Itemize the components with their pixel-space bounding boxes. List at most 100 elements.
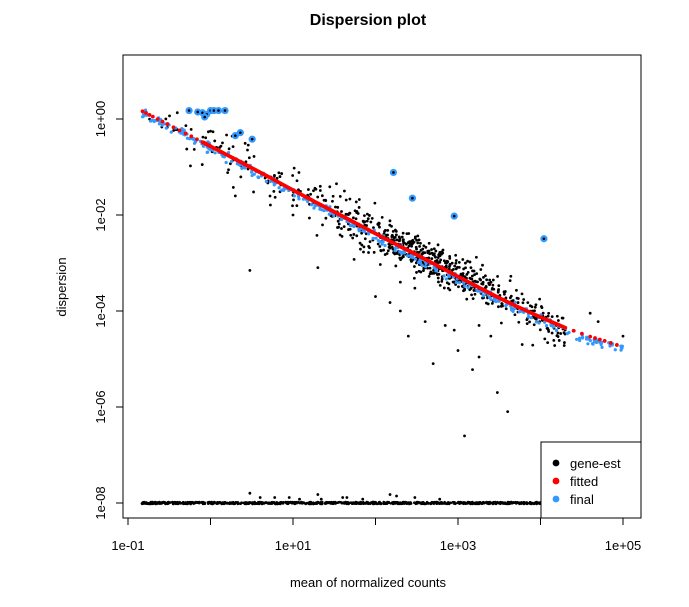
final-point xyxy=(157,122,162,126)
gene-est-point xyxy=(285,501,289,504)
gene-est-point xyxy=(459,501,463,505)
gene-est-point xyxy=(509,274,513,278)
gene-est-point xyxy=(398,280,402,284)
final-point xyxy=(442,274,446,278)
final-point xyxy=(268,179,273,184)
final-point xyxy=(444,277,448,281)
final-point xyxy=(306,200,310,204)
fitted-point xyxy=(144,111,148,115)
gene-est-point xyxy=(395,238,399,242)
gene-est-point xyxy=(367,251,370,254)
gene-est-point xyxy=(385,233,389,237)
final-point xyxy=(537,321,541,325)
gene-est-point xyxy=(394,230,398,233)
final-outlier-center xyxy=(411,196,414,200)
gene-est-point xyxy=(408,502,412,505)
gene-est-point xyxy=(546,341,550,345)
final-point xyxy=(192,141,197,145)
gene-est-point xyxy=(416,241,420,245)
gene-est-point xyxy=(337,225,340,229)
gene-est-point xyxy=(166,501,170,505)
gene-est-point xyxy=(413,286,417,290)
gene-est-point xyxy=(506,410,510,414)
gene-est-point xyxy=(287,496,291,499)
gene-est-point xyxy=(378,225,381,229)
gene-est-point xyxy=(390,234,394,237)
gene-est-point xyxy=(430,257,434,261)
gene-est-point xyxy=(496,500,499,504)
final-point xyxy=(322,208,326,213)
gene-est-point xyxy=(471,297,475,301)
gene-est-point xyxy=(436,243,440,247)
final-point xyxy=(512,307,516,311)
final-outlier-center xyxy=(212,109,216,112)
gene-est-point xyxy=(432,247,436,251)
gene-est-point xyxy=(415,500,419,504)
gene-est-point xyxy=(248,491,252,495)
legend-swatch-fitted xyxy=(552,477,560,485)
gene-est-point xyxy=(477,355,481,359)
gene-est-point xyxy=(263,501,267,505)
gene-est-point xyxy=(188,500,192,504)
gene-est-point xyxy=(417,269,421,273)
final-point xyxy=(613,348,617,352)
gene-est-point xyxy=(438,260,442,264)
gene-est-point xyxy=(185,147,189,151)
gene-est-point xyxy=(433,254,437,258)
chart-title: Dispersion plot xyxy=(310,12,427,29)
fitted-point xyxy=(171,125,176,130)
gene-est-point xyxy=(474,255,478,259)
gene-est-point xyxy=(226,501,229,505)
gene-est-point xyxy=(231,145,235,149)
gene-est-point xyxy=(484,274,487,278)
gene-est-point xyxy=(413,496,417,499)
gene-est-point xyxy=(596,320,600,324)
gene-est-point xyxy=(280,501,284,505)
gene-est-point xyxy=(559,332,563,335)
fitted-point xyxy=(160,119,165,124)
gene-est-point xyxy=(362,245,366,249)
gene-est-point xyxy=(502,292,506,296)
gene-est-point xyxy=(546,314,550,318)
gene-est-point xyxy=(497,284,501,288)
gene-est-point xyxy=(484,501,487,504)
gene-est-point xyxy=(334,500,337,504)
gene-est-point xyxy=(316,501,319,504)
gene-est-point xyxy=(354,200,358,204)
gene-est-point xyxy=(427,274,431,278)
final-point xyxy=(380,242,384,246)
gene-est-point xyxy=(556,331,560,335)
gene-est-point xyxy=(275,176,279,180)
final-point xyxy=(164,126,168,130)
gene-est-point xyxy=(243,141,247,145)
gene-est-point xyxy=(435,501,439,505)
gene-est-point xyxy=(221,141,224,145)
gene-est-point xyxy=(563,341,566,344)
final-outlier-center xyxy=(201,111,204,115)
gene-est-point xyxy=(308,216,311,220)
final-outlier-center xyxy=(196,110,200,114)
gene-est-point xyxy=(424,245,428,249)
gene-est-point xyxy=(440,250,444,254)
gene-est-point xyxy=(442,259,446,263)
gene-est-point xyxy=(491,283,495,287)
gene-est-point xyxy=(466,271,470,274)
x-tick-label: 1e+01 xyxy=(275,538,312,553)
gene-est-point xyxy=(200,163,204,166)
y-axis: 1e-08 1e-06 1e-04 1e-02 1e+00 xyxy=(93,101,124,520)
final-point xyxy=(229,159,234,164)
gene-est-point xyxy=(453,264,457,268)
gene-est-point xyxy=(358,241,362,245)
final-point xyxy=(551,325,556,329)
gene-est-point xyxy=(492,500,495,504)
gene-est-point xyxy=(343,189,346,193)
legend-label-gene-est: gene-est xyxy=(570,456,621,471)
gene-est-point xyxy=(273,496,277,499)
gene-est-point xyxy=(295,179,299,183)
gene-est-point xyxy=(410,244,413,248)
fitted-point xyxy=(177,128,182,133)
gene-est-point xyxy=(319,497,323,501)
gene-est-point xyxy=(336,205,340,209)
gene-est-point xyxy=(402,238,405,242)
